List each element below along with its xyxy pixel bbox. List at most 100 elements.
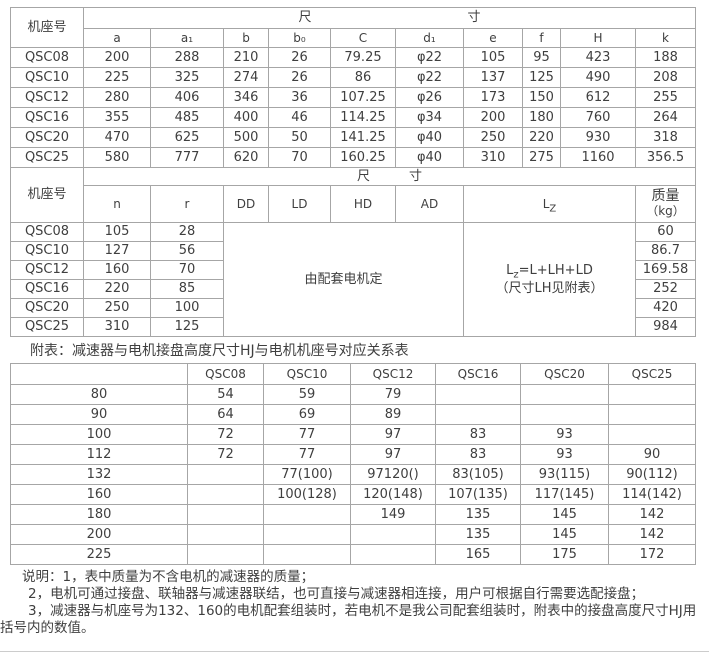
cell: 107(135) xyxy=(435,484,521,505)
cell: 620 xyxy=(223,147,269,168)
cell: 188 xyxy=(635,47,696,68)
cell: 406 xyxy=(150,87,224,108)
cell xyxy=(187,464,264,485)
cell xyxy=(608,424,696,445)
cell: 145 xyxy=(520,504,609,525)
row-label: 80 xyxy=(10,384,188,405)
row-label: QSC08 xyxy=(10,222,84,242)
col-header-a: a xyxy=(83,28,151,48)
cell: 500 xyxy=(223,127,269,148)
cell: 220 xyxy=(522,127,561,148)
cell: 26 xyxy=(268,67,331,88)
cell: 86.7 xyxy=(635,241,696,261)
cell: 117(145) xyxy=(520,484,609,505)
cell: 97 xyxy=(350,424,436,445)
cell: 172 xyxy=(608,544,696,565)
cell: 355 xyxy=(83,107,151,128)
cell: 72 xyxy=(187,424,264,445)
cell: 142 xyxy=(608,504,696,525)
lz-base: L xyxy=(542,197,550,211)
col-header-AD: AD xyxy=(395,185,464,223)
cell: 105 xyxy=(83,222,151,242)
cell: φ40 xyxy=(395,147,464,168)
lz-subscript: Z xyxy=(549,203,557,215)
lz-formula-rest: =L+LH+LD xyxy=(518,262,593,278)
cell xyxy=(435,404,521,425)
cell: 200 xyxy=(463,107,523,128)
cell: 90(112) xyxy=(608,464,696,485)
cell: 141.25 xyxy=(330,127,396,148)
cell: 93 xyxy=(520,444,609,465)
cell: 50 xyxy=(268,127,331,148)
cell: 97120() xyxy=(350,464,436,485)
cell xyxy=(350,524,436,545)
cell: 93 xyxy=(520,424,609,445)
cell: 255 xyxy=(635,87,696,108)
attached-table: QSC08 QSC10 QSC12 QSC16 QSC20 QSC25 80 5… xyxy=(10,363,696,565)
cell: 85 xyxy=(150,279,224,299)
cell xyxy=(608,384,696,405)
cell: 127 xyxy=(83,241,151,261)
col-header-qsc12: QSC12 xyxy=(350,363,436,385)
row-label: QSC12 xyxy=(10,260,84,280)
cell: 36 xyxy=(268,87,331,108)
lz-note: （尺寸LH见附表） xyxy=(495,280,604,296)
col-header-a1: a₁ xyxy=(150,28,224,48)
row-label: 90 xyxy=(10,404,188,425)
cell: 69 xyxy=(263,404,351,425)
col-header-n: n xyxy=(83,185,151,223)
col-header-d1: d₁ xyxy=(395,28,464,48)
cell: 1160 xyxy=(560,147,636,168)
cell: 86 xyxy=(330,67,396,88)
cell: 580 xyxy=(83,147,151,168)
col-header-qsc10: QSC10 xyxy=(263,363,351,385)
cell: 423 xyxy=(560,47,636,68)
cell: φ40 xyxy=(395,127,464,148)
cell: 288 xyxy=(150,47,224,68)
col-header-k: k xyxy=(635,28,696,48)
cell: 77(100) xyxy=(263,464,351,485)
cell: φ22 xyxy=(395,67,464,88)
cell: 400 xyxy=(223,107,269,128)
row-label: QSC20 xyxy=(10,127,84,148)
note-line-1: 说明：1，表中质量为不含电机的减速器的质量； xyxy=(22,569,315,585)
cell xyxy=(187,504,264,525)
cell: 310 xyxy=(463,147,523,168)
note-line-3: 3，减速器与机座号为132、160的电机配套组装时，若电机不是我公司配套组装时，… xyxy=(0,603,697,636)
cell: 70 xyxy=(150,260,224,280)
row-label: 132 xyxy=(10,464,188,485)
cell: 173 xyxy=(463,87,523,108)
cell: 46 xyxy=(268,107,331,128)
cell: 485 xyxy=(150,107,224,128)
cell: 180 xyxy=(522,107,561,128)
cell: 56 xyxy=(150,241,224,261)
cell: 150 xyxy=(522,87,561,108)
cell: 135 xyxy=(435,504,521,525)
cell: 760 xyxy=(560,107,636,128)
cell: 280 xyxy=(83,87,151,108)
cell: 612 xyxy=(560,87,636,108)
row-label: 180 xyxy=(10,504,188,525)
cell: 625 xyxy=(150,127,224,148)
col-header-qsc20: QSC20 xyxy=(520,363,609,385)
cell: 100(128) xyxy=(263,484,351,505)
cell xyxy=(350,544,436,565)
frame-number-header: 机座号 xyxy=(10,167,84,223)
col-header-qsc08: QSC08 xyxy=(187,363,264,385)
cell: 175 xyxy=(520,544,609,565)
cell: 470 xyxy=(83,127,151,148)
col-header-H: H xyxy=(560,28,636,48)
col-header-HD: HD xyxy=(330,185,396,223)
size-header: 尺 寸 xyxy=(83,167,696,186)
cell: 310 xyxy=(83,317,151,337)
cell: 160 xyxy=(83,260,151,280)
cell: 125 xyxy=(150,317,224,337)
cell: 83 xyxy=(435,424,521,445)
col-header-blank xyxy=(10,363,188,385)
cell: 777 xyxy=(150,147,224,168)
cell: 250 xyxy=(83,298,151,318)
note-line-2: 2，电机可通过接盘、联轴器与减速器联结，也可直接与减速器相连接，用户可根据自行需… xyxy=(28,586,645,602)
cell: 79 xyxy=(350,384,436,405)
lz-formula-sub: z xyxy=(513,269,519,281)
cell: 250 xyxy=(463,127,523,148)
